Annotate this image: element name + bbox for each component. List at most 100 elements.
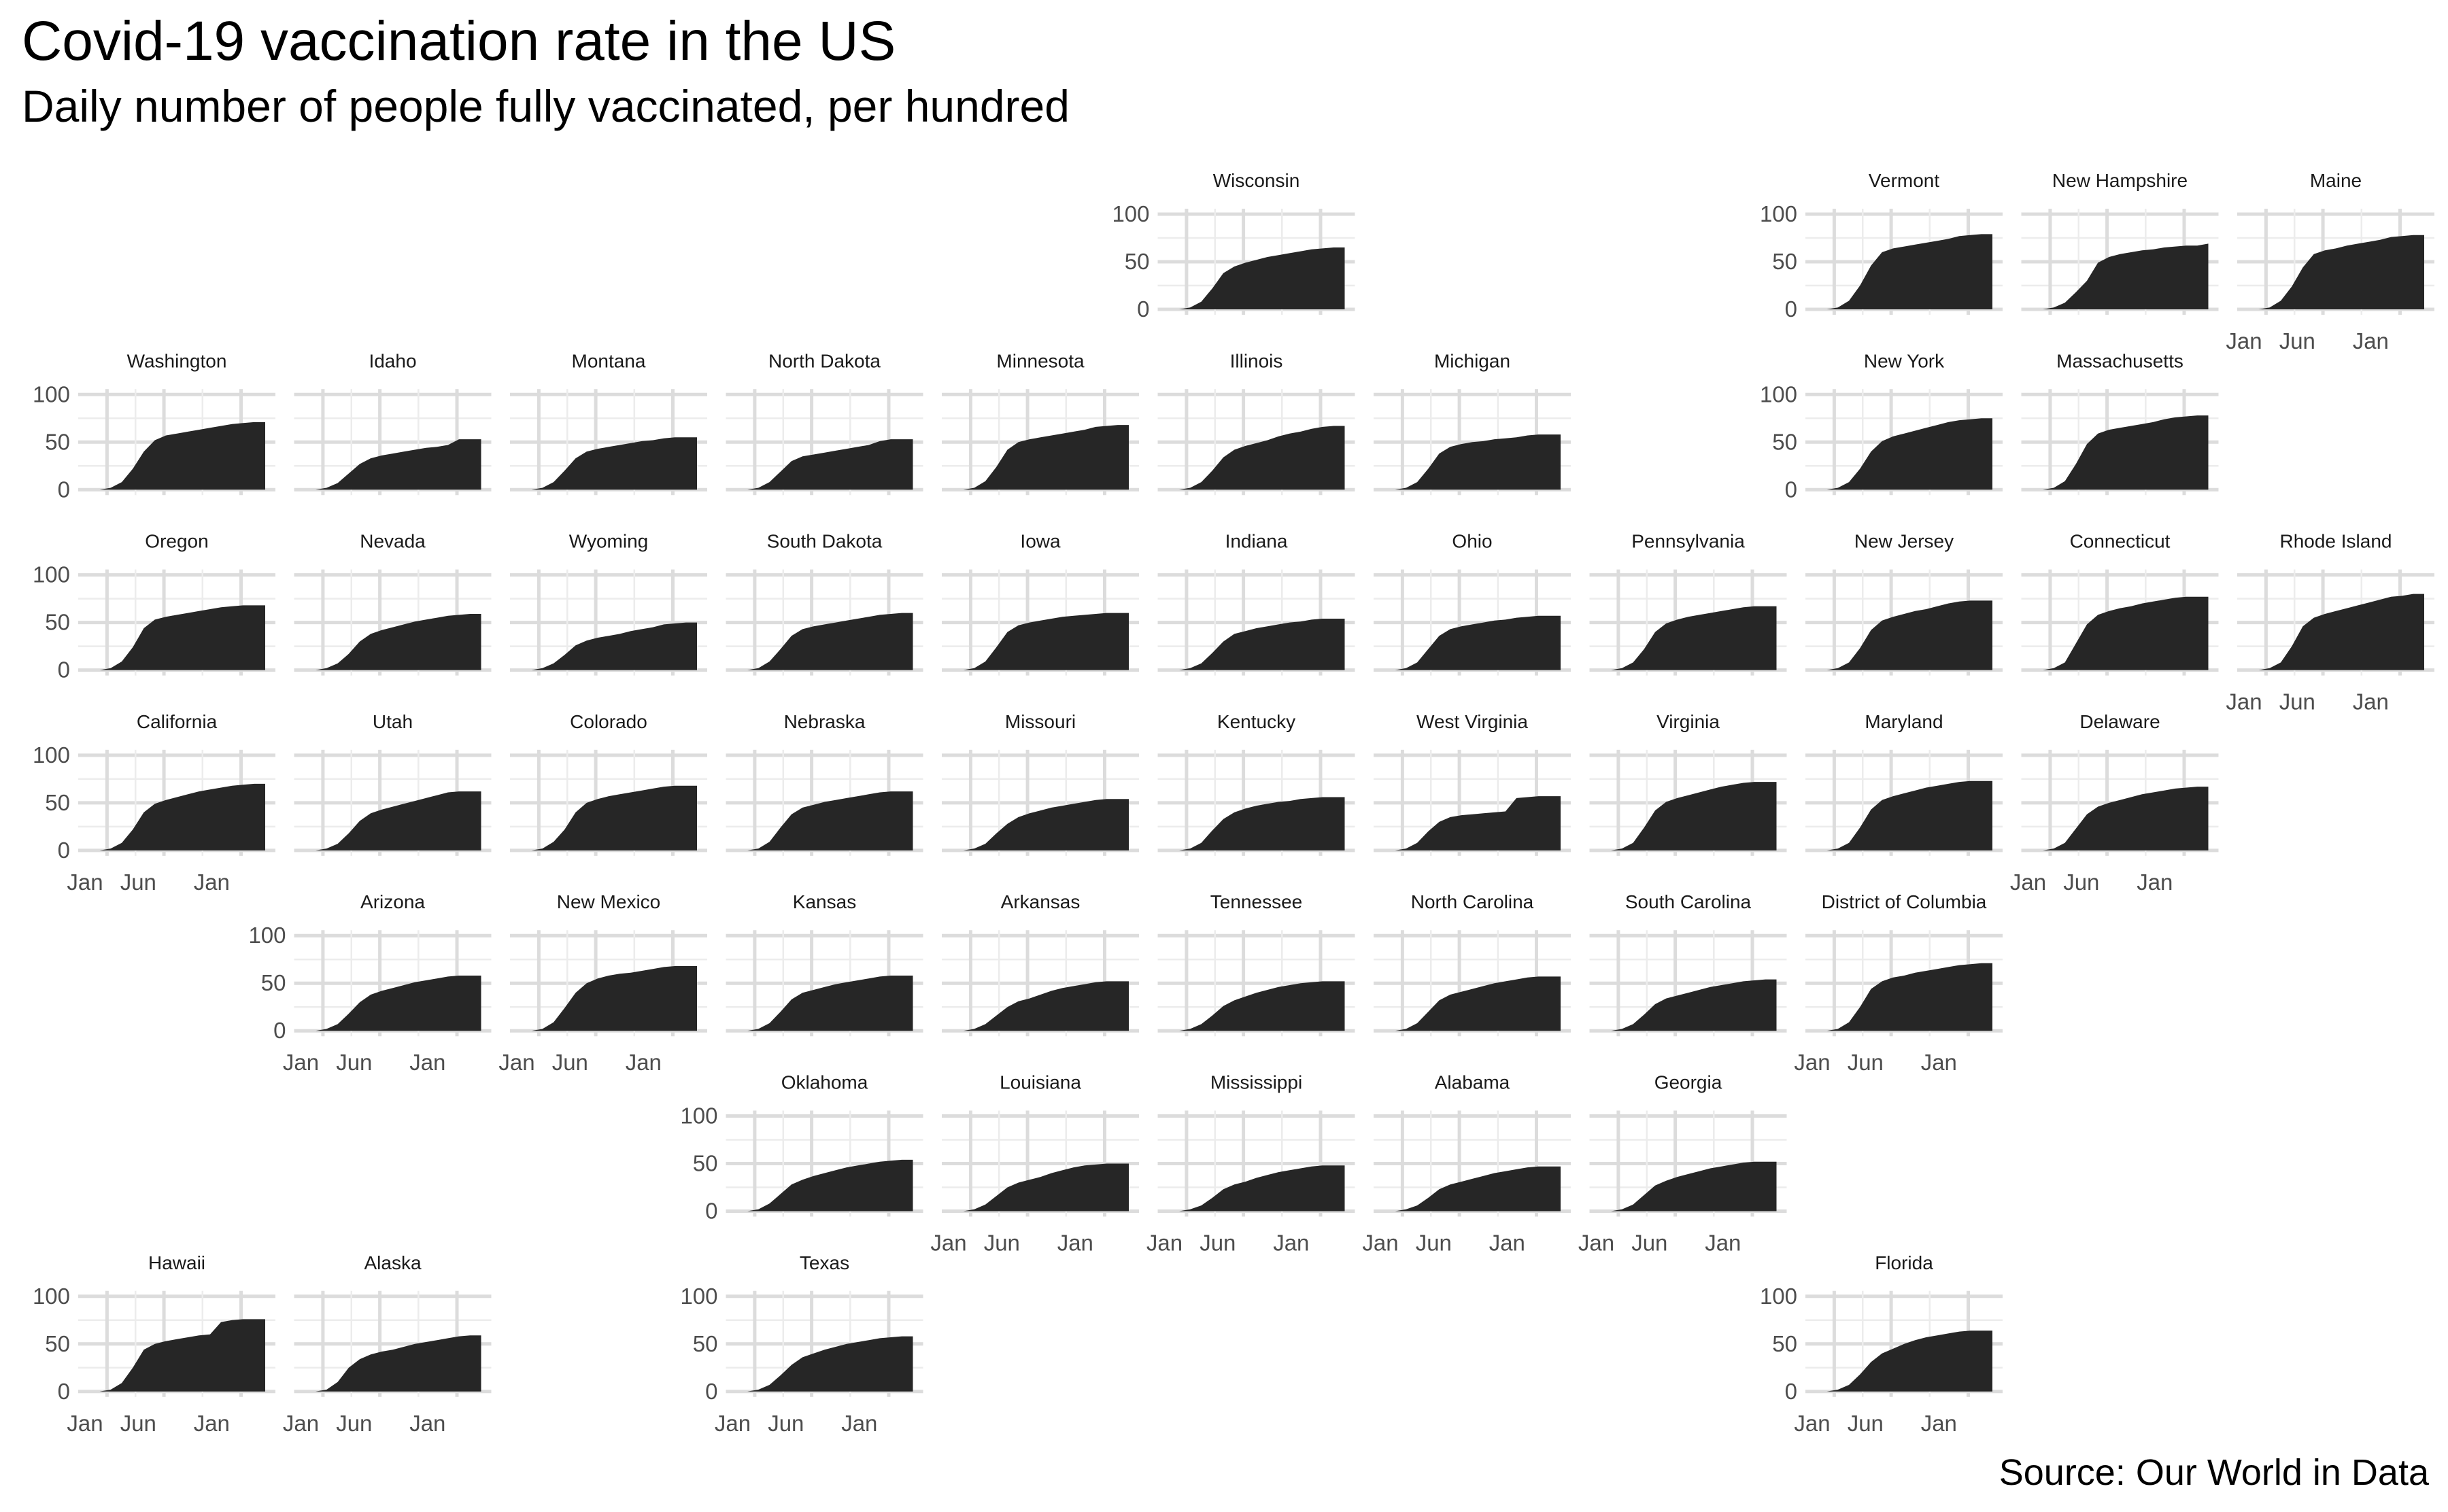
facet-georgia: Georgia Jan Jun Jan: [1578, 1072, 1787, 1256]
strip-label-wisconsin: Wisconsin: [1213, 170, 1300, 191]
area-texas: [747, 1336, 913, 1392]
strip-label-new-mexico: New Mexico: [557, 891, 660, 912]
y-tick-label: 0: [1137, 296, 1149, 322]
area-alaska: [316, 1335, 481, 1392]
area-north-dakota: [747, 439, 913, 490]
strip-label-nevada: Nevada: [360, 531, 426, 552]
area-georgia: [1611, 1161, 1777, 1212]
facet-alaska: Alaska Jan Jun Jan: [283, 1252, 492, 1436]
x-tick-label: Jun: [1848, 1050, 1884, 1075]
strip-label-illinois: Illinois: [1230, 350, 1283, 371]
strip-label-new-york: New York: [1864, 350, 1945, 371]
area-michigan: [1395, 434, 1561, 490]
facet-new-jersey: New Jersey: [1805, 531, 2003, 676]
y-tick-label: 50: [1772, 429, 1797, 454]
area-wyoming: [531, 622, 697, 670]
y-tick-label: 0: [58, 838, 70, 863]
x-tick-label: Jan: [1794, 1411, 1830, 1436]
facet-south-dakota: South Dakota: [726, 531, 923, 676]
y-tick-label: 50: [45, 1331, 70, 1356]
area-california: [99, 783, 265, 850]
y-tick-label: 50: [1772, 1331, 1797, 1356]
x-tick-label: Jan: [2353, 328, 2389, 354]
strip-label-west-virginia: West Virginia: [1416, 711, 1528, 732]
chart-title: Covid-19 vaccination rate in the US: [22, 10, 896, 72]
area-iowa: [963, 613, 1129, 670]
area-ohio: [1395, 615, 1561, 670]
x-tick-label: Jan: [67, 1411, 103, 1436]
strip-label-alabama: Alabama: [1435, 1072, 1510, 1093]
area-rhode-island: [2258, 594, 2424, 670]
strip-label-mississippi: Mississippi: [1210, 1072, 1302, 1093]
area-maine: [2258, 235, 2424, 309]
x-tick-label: Jun: [1848, 1411, 1884, 1436]
area-missouri: [963, 799, 1129, 850]
facet-mississippi: Mississippi Jan Jun Jan: [1146, 1072, 1355, 1256]
facet-virginia: Virginia: [1589, 711, 1787, 856]
facet-oregon: Oregon 0 50 100: [33, 531, 275, 683]
strip-label-north-carolina: North Carolina: [1411, 891, 1534, 912]
strip-label-michigan: Michigan: [1434, 350, 1510, 371]
facet-new-york: New York 0 50 100: [1760, 350, 2003, 502]
y-tick-label: 100: [680, 1103, 717, 1129]
y-tick-label: 100: [33, 1284, 70, 1309]
area-hawaii: [99, 1319, 265, 1392]
x-tick-label: Jan: [1057, 1231, 1093, 1256]
facet-california: California 0 50 100 Jan Jun Jan: [33, 711, 275, 895]
strip-label-nebraska: Nebraska: [784, 711, 866, 732]
strip-label-texas: Texas: [800, 1252, 849, 1273]
x-tick-label: Jun: [984, 1231, 1020, 1256]
strip-label-georgia: Georgia: [1654, 1072, 1722, 1093]
area-connecticut: [2043, 596, 2209, 670]
x-tick-label: Jan: [1146, 1231, 1183, 1256]
strip-label-utah: Utah: [373, 711, 413, 732]
strip-label-massachusetts: Massachusetts: [2056, 350, 2183, 371]
y-tick-label: 0: [705, 1199, 717, 1224]
y-tick-label: 100: [33, 562, 70, 587]
facet-vermont: Vermont 0 50 100: [1760, 170, 2003, 322]
x-tick-label: Jun: [1416, 1231, 1452, 1256]
y-tick-label: 50: [45, 429, 70, 454]
facet-minnesota: Minnesota: [942, 350, 1139, 496]
strip-label-south-dakota: South Dakota: [767, 531, 883, 552]
area-oklahoma: [747, 1159, 913, 1212]
y-tick-label: 0: [58, 1379, 70, 1404]
area-washington: [99, 422, 265, 490]
facet-idaho: Idaho: [294, 350, 492, 496]
strip-label-hawaii: Hawaii: [148, 1252, 205, 1273]
area-vermont: [1826, 234, 1992, 309]
area-montana: [531, 437, 697, 490]
facet-washington: Washington 0 50 100: [33, 350, 275, 502]
x-tick-label: Jan: [626, 1050, 662, 1075]
facet-district-of-columbia: District of Columbia Jan Jun Jan: [1794, 891, 2003, 1075]
strip-label-louisiana: Louisiana: [1000, 1072, 1081, 1093]
strip-label-washington: Washington: [127, 350, 227, 371]
x-tick-label: Jan: [2226, 328, 2262, 354]
y-tick-label: 0: [58, 657, 70, 683]
y-tick-label: 0: [1785, 477, 1797, 502]
facet-ohio: Ohio: [1374, 531, 1571, 676]
area-new-jersey: [1826, 600, 1992, 670]
strip-label-alaska: Alaska: [364, 1252, 421, 1273]
area-south-dakota: [747, 613, 913, 670]
strip-label-florida: Florida: [1875, 1252, 1933, 1273]
facet-utah: Utah: [294, 711, 492, 856]
x-tick-label: Jun: [120, 1411, 156, 1436]
x-tick-label: Jan: [841, 1411, 877, 1436]
area-pennsylvania: [1611, 606, 1777, 670]
strip-label-new-hampshire: New Hampshire: [2052, 170, 2188, 191]
area-utah: [316, 791, 481, 850]
x-tick-label: Jan: [194, 1411, 230, 1436]
facet-colorado: Colorado: [510, 711, 707, 856]
area-tennessee: [1179, 981, 1345, 1031]
x-tick-label: Jan: [1578, 1231, 1614, 1256]
area-nevada: [316, 614, 481, 670]
strip-label-connecticut: Connecticut: [2070, 531, 2171, 552]
y-tick-label: 100: [1112, 201, 1149, 226]
x-tick-label: Jun: [768, 1411, 804, 1436]
area-indiana: [1179, 619, 1345, 670]
facet-montana: Montana: [510, 350, 707, 496]
y-tick-label: 100: [680, 1284, 717, 1309]
area-new-york: [1826, 418, 1992, 490]
